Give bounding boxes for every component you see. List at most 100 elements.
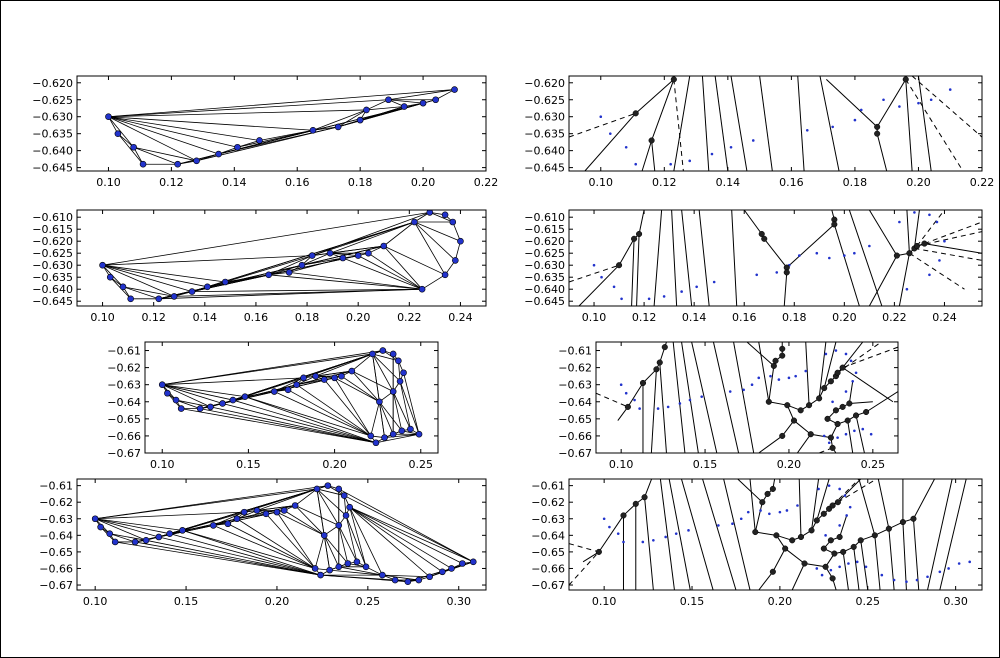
- voronoi-vertex: [829, 575, 836, 582]
- triangulation-edge: [312, 212, 430, 256]
- y-tick-label: −0.63: [558, 379, 592, 392]
- voronoi-vertex: [893, 252, 900, 259]
- voronoi-edge: [917, 76, 932, 171]
- voronoi-edge: [848, 210, 883, 306]
- triangulation-edge: [175, 399, 211, 408]
- triangulation-edge: [399, 381, 411, 430]
- voronoi-vertex: [874, 130, 881, 137]
- data-point: [106, 273, 114, 281]
- x-tick-label: 0.10: [150, 458, 175, 471]
- x-tick-label: 0.25: [356, 595, 381, 608]
- x-tick-label: 0.14: [193, 311, 218, 324]
- voronoi-edge: [714, 76, 729, 171]
- triangulation-edge: [330, 252, 359, 256]
- triangulation-edge: [351, 370, 380, 403]
- triangulation-edge: [345, 515, 358, 562]
- triangulation-edge: [256, 488, 318, 511]
- data-point: [188, 288, 196, 295]
- y-tick-label: −0.610: [32, 211, 73, 224]
- x-tick-label: 0.10: [582, 311, 607, 324]
- voronoi-edge: [651, 140, 656, 171]
- triangulation-edge: [95, 518, 159, 538]
- triangulation-edge: [384, 433, 420, 439]
- x-tick-label: 0.12: [632, 311, 657, 324]
- axes-frame: [76, 75, 487, 172]
- voronoi-site: [929, 98, 933, 102]
- voronoi-vertex: [758, 230, 765, 238]
- data-point: [331, 374, 338, 382]
- x-tick-label: 0.20: [906, 176, 931, 189]
- voronoi-site: [898, 220, 901, 224]
- voronoi-vertex: [639, 379, 647, 387]
- data-point: [426, 573, 433, 581]
- triangulation-edge: [122, 286, 159, 300]
- y-tick-label: −0.640: [524, 145, 565, 158]
- x-tick-label: 0.14: [222, 176, 247, 189]
- panel-row3-left: 0.10 0.15 0.20 0.25 −0.61 −0.62 −0.63 −0.64 −0.6…: [107, 341, 439, 471]
- y-tick-label: −0.66: [558, 430, 592, 443]
- y-tick-label: −0.625: [32, 247, 73, 260]
- voronoi-site: [717, 524, 720, 527]
- triangulation-edge: [314, 535, 325, 569]
- voronoi-vertex: [632, 500, 639, 507]
- voronoi-vertex: [885, 525, 892, 532]
- data-point: [155, 533, 163, 541]
- voronoi-site: [869, 432, 873, 436]
- voronoi-site: [688, 398, 692, 402]
- triangulation-edge: [95, 485, 328, 520]
- voronoi-vertex: [831, 221, 838, 228]
- y-tick-label: −0.67: [531, 579, 565, 592]
- triangulation-edge: [95, 511, 245, 520]
- voronoi-site: [712, 280, 716, 284]
- voronoi-edge: [842, 551, 849, 590]
- data-point: [469, 558, 477, 566]
- data-point: [385, 96, 392, 104]
- triangulation-edge: [182, 529, 316, 569]
- data-point: [396, 377, 404, 385]
- voronoi-edge: [680, 479, 714, 590]
- voronoi-site: [851, 379, 854, 383]
- voronoi-vertex: [808, 527, 815, 534]
- data-point: [119, 283, 127, 291]
- y-tick-label: −0.67: [39, 579, 73, 592]
- y-tick-label: −0.635: [524, 128, 565, 141]
- voronoi-edge: [833, 224, 860, 306]
- voronoi-vertex: [844, 417, 851, 424]
- triangulation-edge: [372, 353, 401, 382]
- voronoi-ray: [569, 112, 636, 138]
- plot-area: [158, 347, 423, 447]
- voronoi-site: [815, 251, 819, 255]
- voronoi-edge: [668, 479, 691, 590]
- voronoi-vertex: [789, 537, 796, 544]
- triangulation-edge: [162, 350, 383, 386]
- voronoi-vertex: [769, 485, 776, 492]
- data-point: [353, 558, 361, 566]
- data-point: [379, 571, 386, 579]
- voronoi-site: [680, 290, 683, 293]
- triangulation-edge: [414, 221, 456, 261]
- voronoi-edge: [642, 368, 657, 384]
- data-point: [400, 103, 408, 110]
- triangulation-edge: [117, 133, 134, 148]
- voronoi-edge: [874, 535, 881, 590]
- voronoi-site: [913, 211, 916, 214]
- voronoi-edge: [712, 342, 740, 453]
- voronoi-vertex: [827, 434, 834, 441]
- voronoi-edge: [797, 76, 805, 171]
- voronoi-vertex: [752, 528, 759, 536]
- triangulation-edge: [227, 523, 316, 569]
- y-tick-label: −0.64: [107, 396, 141, 409]
- voronoi-vertex: [624, 403, 631, 410]
- axes-frame: [76, 478, 487, 591]
- triangulation-edge: [312, 221, 415, 256]
- voronoi-edge: [858, 479, 876, 536]
- y-tick-label: −0.635: [32, 128, 73, 141]
- triangulation-edge: [175, 399, 201, 409]
- voronoi-site: [768, 512, 771, 516]
- voronoi-site: [859, 108, 863, 112]
- voronoi-edge: [877, 479, 890, 529]
- triangulation-edge: [162, 384, 211, 408]
- data-point: [210, 522, 217, 529]
- triangulation-edge: [296, 379, 325, 386]
- data-point: [253, 507, 261, 514]
